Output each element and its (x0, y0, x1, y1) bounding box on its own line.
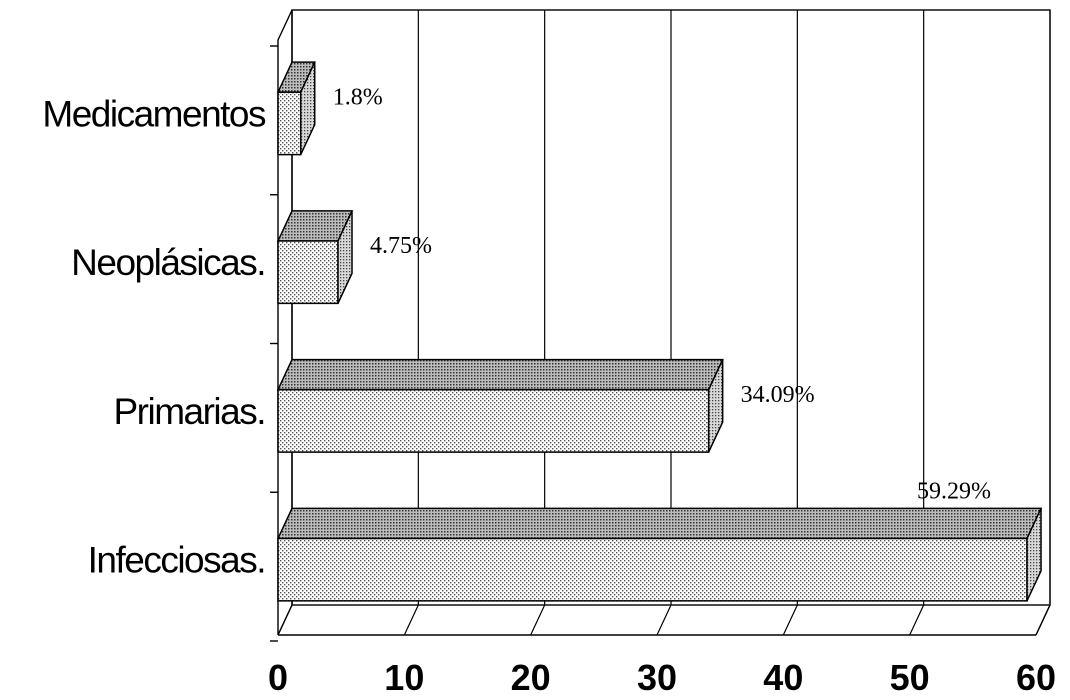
bar-end-face (1026, 508, 1042, 602)
x-tick-label: 50 (890, 657, 930, 698)
bar-end-face (299, 61, 316, 155)
x-tick-label: 40 (763, 657, 803, 698)
bar-end-face (337, 210, 353, 304)
category-label: Primarias. (113, 391, 265, 432)
floor-tick (656, 604, 672, 636)
category-label: Medicamentos (42, 93, 266, 134)
floor-tick (782, 604, 798, 636)
x-tick-label: 0 (268, 657, 288, 698)
x-tick-label: 10 (384, 657, 424, 698)
bar-top-face (276, 507, 1043, 540)
floor-tick (277, 604, 293, 636)
category-label: Neoplásicas. (71, 242, 265, 283)
floor-tick (403, 604, 419, 636)
category-label: Infecciosas. (88, 540, 265, 581)
x-tick-label: 20 (511, 657, 551, 698)
bar-end-face (707, 359, 724, 453)
x-tick-label: 60 (1016, 657, 1056, 698)
data-label: 59.29% (917, 478, 991, 504)
data-label: 34.09% (741, 382, 815, 408)
data-label: 4.75% (370, 233, 432, 259)
floor-tick (1035, 604, 1051, 636)
bar (277, 388, 710, 453)
x-tick-label: 30 (637, 657, 677, 698)
bar (277, 537, 1028, 602)
floor-tick (909, 604, 925, 636)
bars (276, 61, 1043, 602)
floor-tick (530, 604, 546, 636)
bar (277, 240, 339, 305)
bar (277, 91, 302, 156)
bar-top-face (276, 358, 724, 391)
gridlines (277, 10, 1051, 636)
labels: 0 10 20 30 40 50 60 Infecciosas. 59.29% Primarias… (42, 84, 1056, 698)
data-label: 1.8% (333, 84, 383, 110)
